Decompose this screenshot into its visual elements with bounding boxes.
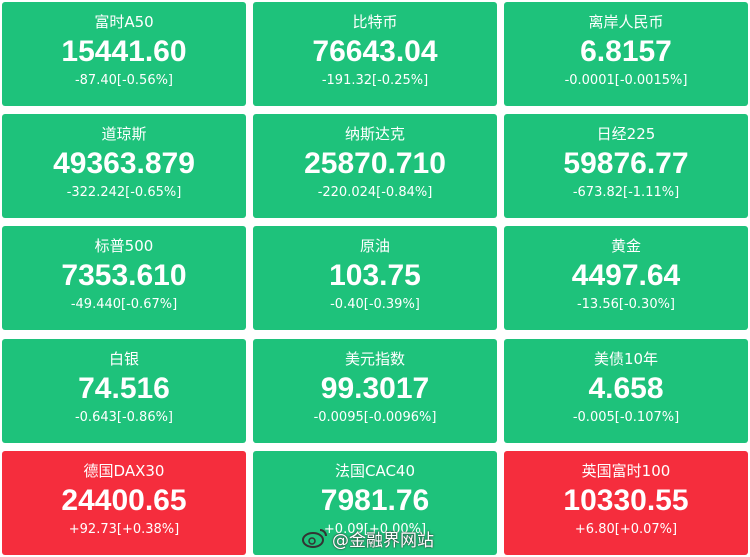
- quote-tile: 原油 103.75 -0.40[-0.39%]: [253, 226, 497, 331]
- quote-tile: 美元指数 99.3017 -0.0095[-0.0096%]: [253, 338, 497, 443]
- quote-value: 6.8157: [580, 35, 672, 68]
- quote-change: -191.32[-0.25%]: [321, 73, 429, 88]
- quote-change: +6.80[+0.07%]: [574, 521, 678, 537]
- quote-value: 103.75: [329, 259, 421, 293]
- quote-change: -220.024[-0.84%]: [317, 185, 433, 201]
- quote-name: 比特币: [352, 13, 398, 31]
- quote-tile: 白银 74.516 -0.643[-0.86%]: [2, 338, 246, 443]
- quote-change: -0.005[-0.107%]: [572, 409, 680, 425]
- quote-tile: 美债10年 4.658 -0.005[-0.107%]: [504, 338, 748, 443]
- quote-name: 美元指数: [344, 349, 405, 368]
- quote-change: -0.40[-0.39%]: [330, 297, 420, 313]
- quote-value: 74.516: [78, 371, 170, 405]
- quote-name: 道琼斯: [101, 125, 147, 144]
- quote-value: 7981.76: [320, 483, 430, 517]
- watermark-text: @金融界网站: [332, 530, 434, 551]
- quote-change: -0.0095[-0.0096%]: [313, 409, 437, 425]
- quote-value: 7353.610: [61, 259, 187, 293]
- quote-tile: 比特币 76643.04 -191.32[-0.25%]: [253, 2, 497, 106]
- quote-tile: 标普500 7353.610 -49.440[-0.67%]: [2, 226, 246, 331]
- quote-tile: 法国CAC40 7981.76 +0.09[+0.00%]: [253, 450, 497, 555]
- quote-name: 白银: [108, 349, 139, 368]
- quote-value: 59876.77: [563, 147, 689, 181]
- quote-tile: 道琼斯 49363.879 -322.242[-0.65%]: [2, 114, 246, 219]
- quote-change: -0.0001[-0.0015%]: [564, 73, 688, 88]
- quote-change: -673.82[-1.11%]: [572, 185, 680, 201]
- quote-change: -13.56[-0.30%]: [576, 297, 676, 313]
- quote-change: -87.40[-0.56%]: [74, 73, 174, 88]
- quote-name: 法国CAC40: [334, 461, 416, 480]
- quote-name: 美债10年: [593, 349, 659, 368]
- quote-change: +92.73[+0.38%]: [68, 521, 180, 537]
- quote-value: 76643.04: [312, 35, 438, 68]
- quote-value: 24400.65: [61, 483, 187, 517]
- quote-change: -49.440[-0.67%]: [70, 297, 178, 313]
- quote-name: 黄金: [610, 237, 641, 256]
- quote-value: 49363.879: [53, 147, 195, 181]
- weibo-icon: [302, 529, 327, 548]
- quote-value: 10330.55: [563, 483, 689, 517]
- quote-name: 离岸人民币: [588, 13, 664, 31]
- watermark: @金融界网站: [302, 527, 434, 551]
- quote-tile: 德国DAX30 24400.65 +92.73[+0.38%]: [2, 450, 246, 555]
- quote-change: -322.242[-0.65%]: [66, 185, 182, 201]
- quote-value: 99.3017: [320, 371, 430, 405]
- quote-tile: 纳斯达克 25870.710 -220.024[-0.84%]: [253, 114, 497, 219]
- quote-value: 4497.64: [571, 259, 681, 293]
- quote-tile: 富时A50 15441.60 -87.40[-0.56%]: [2, 2, 246, 106]
- quote-tile: 黄金 4497.64 -13.56[-0.30%]: [504, 226, 748, 331]
- quote-name: 标普500: [94, 237, 154, 256]
- quote-value: 15441.60: [61, 35, 187, 68]
- quote-name: 纳斯达克: [344, 125, 405, 144]
- quote-name: 原油: [359, 237, 390, 256]
- quote-name: 日经225: [596, 125, 656, 144]
- quote-value: 4.658: [588, 371, 664, 405]
- quote-change: -0.643[-0.86%]: [74, 409, 174, 425]
- quote-tile: 英国富时100 10330.55 +6.80[+0.07%]: [504, 450, 748, 555]
- quote-tile: 离岸人民币 6.8157 -0.0001[-0.0015%]: [504, 2, 748, 106]
- quote-tile: 日经225 59876.77 -673.82[-1.11%]: [504, 114, 748, 219]
- quote-value: 25870.710: [304, 147, 446, 181]
- quote-change: +0.09[+0.00%]: [323, 521, 427, 537]
- quote-name: 富时A50: [94, 13, 154, 31]
- quote-name: 德国DAX30: [83, 461, 165, 480]
- quote-name: 英国富时100: [581, 461, 671, 480]
